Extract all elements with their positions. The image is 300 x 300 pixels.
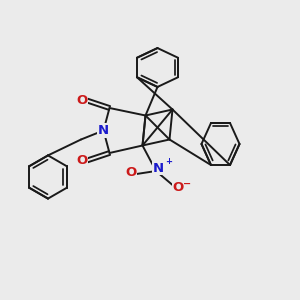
Text: N: N bbox=[98, 124, 109, 137]
Text: O: O bbox=[76, 94, 87, 107]
Text: −: − bbox=[183, 179, 191, 189]
Text: +: + bbox=[165, 157, 172, 166]
Text: O: O bbox=[76, 154, 87, 167]
Text: O: O bbox=[125, 166, 137, 179]
Text: O: O bbox=[172, 181, 184, 194]
Text: N: N bbox=[153, 161, 164, 175]
